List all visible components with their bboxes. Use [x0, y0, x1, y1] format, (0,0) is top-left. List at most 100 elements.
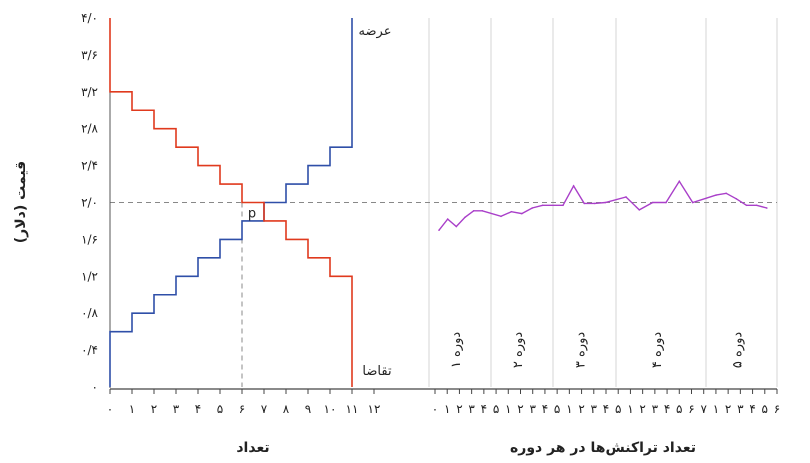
demand-label: تقاضا — [362, 364, 392, 379]
grid-layer — [110, 18, 778, 387]
left-x-tick-label-4: ۴ — [195, 402, 201, 416]
right-x-tick-label-14: ۴ — [603, 402, 609, 416]
left-x-tick-label-7: ۷ — [261, 402, 268, 416]
right-x-tick-label-7: ۲ — [517, 402, 523, 416]
left-x-tick-label-3: ۳ — [173, 402, 180, 416]
right-x-tick-label-2: ۲ — [456, 402, 462, 416]
right-x-tick-label-11: ۱ — [566, 402, 572, 416]
transaction-point-11 — [562, 204, 564, 207]
right-x-tick-label-26: ۴ — [749, 402, 755, 416]
transaction-point-3 — [464, 216, 466, 219]
supply-curve — [109, 18, 353, 387]
left-x-tick-label-0: ۰ — [107, 402, 113, 416]
right-x-tick-label-21: ۶ — [688, 402, 694, 416]
right-x-tick-label-0: ۰ — [432, 402, 438, 416]
transaction-point-2 — [455, 225, 458, 228]
y-tick-label-3: ۱/۲ — [81, 269, 98, 283]
right-x-tick-label-28: ۶ — [774, 402, 780, 416]
period-label-2: دوره ۲ — [511, 332, 526, 368]
period-label-5: دوره ۵ — [731, 332, 746, 368]
transaction-point-25 — [745, 204, 748, 207]
transaction-point-7 — [510, 210, 513, 213]
transaction-point-19 — [665, 201, 667, 204]
y-tick-label-1: ۰/۴ — [81, 343, 98, 357]
transaction-point-22 — [715, 194, 717, 196]
transaction-point-21 — [691, 201, 694, 204]
right-x-tick-label-18: ۳ — [652, 402, 659, 416]
supply-label: عرضه — [359, 24, 392, 39]
y-tick-label-9: ۳/۶ — [81, 48, 98, 62]
transaction-point-4 — [472, 210, 475, 212]
right-x-tick-label-9: ۴ — [542, 402, 548, 416]
transaction-point-16 — [625, 196, 627, 198]
right-x-tick-label-22: ۷ — [700, 402, 707, 416]
y-tick-label-0: ۰ — [92, 380, 98, 394]
series-layer — [109, 18, 768, 387]
left-x-tick-label-5: ۵ — [217, 402, 223, 416]
y-tick-label-4: ۱/۶ — [81, 232, 98, 246]
left-x-tick-label-12: ۱۲ — [368, 402, 381, 416]
right-x-axis-title: تعداد تراکنش‌ها در هر دوره — [510, 440, 696, 456]
right-x-tick-label-12: ۲ — [578, 402, 584, 416]
transaction-point-27 — [766, 207, 768, 209]
transaction-point-13 — [583, 202, 585, 205]
transaction-point-23 — [725, 192, 727, 195]
y-tick-label-2: ۰/۸ — [81, 306, 98, 320]
right-x-tick-label-15: ۵ — [615, 402, 621, 416]
transaction-point-14 — [594, 202, 596, 205]
period-label-4: دوره ۴ — [650, 332, 665, 368]
period-label-1: دوره ۱ — [449, 332, 464, 368]
right-x-tick-label-19: ۴ — [664, 402, 670, 416]
right-x-tick-label-10: ۵ — [554, 402, 560, 416]
y-tick-label-7: ۲/۸ — [81, 122, 98, 136]
right-x-tick-label-23: ۱ — [713, 402, 719, 416]
equilibrium-label: p — [248, 207, 256, 222]
right-x-tick-label-20: ۵ — [676, 402, 682, 416]
right-x-tick-label-3: ۳ — [468, 402, 475, 416]
right-x-tick-label-25: ۳ — [737, 402, 744, 416]
y-tick-label-5: ۲/۰ — [81, 196, 98, 210]
right-x-tick-label-24: ۲ — [725, 402, 731, 416]
transaction-point-9 — [531, 207, 533, 209]
left-x-tick-label-8: ۸ — [283, 402, 290, 416]
right-x-tick-label-5: ۵ — [493, 402, 499, 416]
right-x-tick-label-4: ۴ — [481, 402, 487, 416]
demand-curve — [109, 18, 353, 387]
right-x-tick-label-27: ۵ — [762, 402, 768, 416]
transaction-point-6 — [500, 215, 502, 218]
y-tick-label-10: ۴/۰ — [81, 11, 98, 25]
axis-layer: ۰۰/۴۰/۸۱/۲۱/۶۲/۰۲/۴۲/۸۳/۲۳/۶۴/۰۰ ۱ ۲ ۳ ۴ ۵ ۶ ۷ ۸… — [81, 11, 780, 416]
left-x-tick-label-6: ۶ — [239, 402, 245, 416]
transaction-point-17 — [638, 209, 641, 211]
left-x-tick-label-9: ۹ — [305, 402, 311, 416]
right-x-tick-label-13: ۳ — [591, 402, 598, 416]
label-layer: قیمت (دلار) تعداد تعداد تراکنش‌ها در هر دو… — [13, 24, 746, 456]
transaction-point-24 — [735, 198, 738, 200]
period-label-3: دوره ۳ — [574, 332, 589, 368]
right-x-tick-label-16: ۱ — [627, 402, 633, 416]
transaction-point-18 — [651, 201, 654, 204]
left-x-axis-title: تعداد — [236, 440, 269, 456]
left-x-tick-label-11: ۱۱ — [346, 402, 359, 416]
transaction-point-15 — [604, 201, 607, 204]
left-x-tick-label-10: ۱۰ — [324, 402, 337, 416]
right-x-tick-label-6: ۱ — [505, 402, 511, 416]
transaction-point-12 — [572, 185, 575, 187]
transaction-point-26 — [755, 204, 758, 207]
transaction-point-0 — [438, 229, 440, 231]
transaction-point-5 — [481, 210, 484, 212]
y-tick-label-6: ۲/۴ — [81, 159, 98, 173]
transaction-point-8 — [521, 212, 523, 215]
right-x-tick-label-8: ۳ — [529, 402, 536, 416]
transaction-point-20 — [678, 180, 681, 183]
transaction-point-10 — [541, 204, 544, 207]
right-x-tick-label-17: ۲ — [639, 402, 645, 416]
right-x-tick-label-1: ۱ — [444, 402, 450, 416]
y-tick-label-8: ۳/۲ — [81, 85, 98, 99]
transaction-price-line — [438, 179, 767, 231]
left-x-tick-label-1: ۱ — [129, 402, 135, 416]
y-axis-title: قیمت (دلار) — [13, 161, 29, 243]
transaction-point-1 — [446, 218, 449, 220]
left-x-tick-label-2: ۲ — [151, 402, 157, 416]
